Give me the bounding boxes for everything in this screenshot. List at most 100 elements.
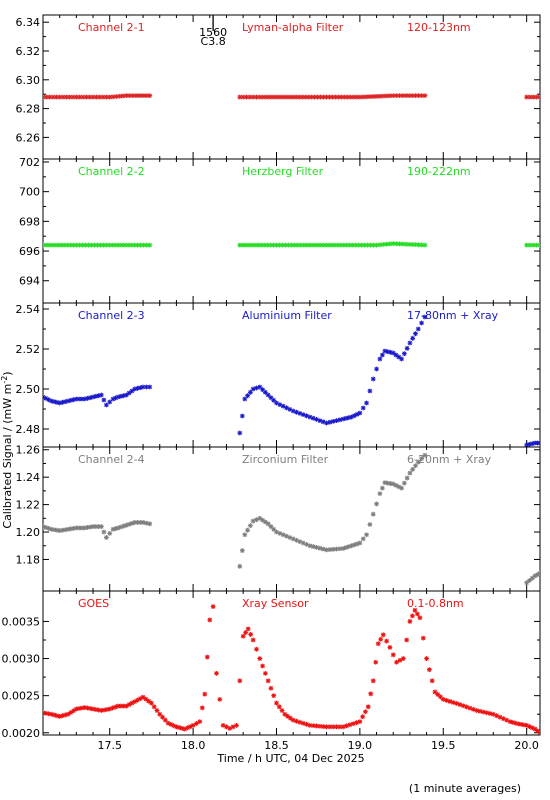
data-point xyxy=(370,511,376,517)
data-point xyxy=(344,723,349,729)
data-point xyxy=(354,720,359,726)
data-point xyxy=(128,242,134,248)
data-point xyxy=(79,396,85,402)
data-point xyxy=(90,94,96,100)
data-point xyxy=(90,524,96,529)
data-point xyxy=(85,705,90,711)
data-point xyxy=(310,415,316,421)
data-point xyxy=(324,724,329,730)
data-point xyxy=(426,667,432,673)
data-point xyxy=(43,242,49,248)
band-label: 120-123nm xyxy=(407,21,471,34)
x-tick-label: 17.5 xyxy=(97,739,122,752)
data-point xyxy=(220,722,226,728)
data-point xyxy=(261,242,267,248)
data-point xyxy=(96,707,101,713)
data-point xyxy=(48,398,54,404)
data-point xyxy=(334,418,339,423)
data-point xyxy=(419,456,424,462)
data-point xyxy=(407,340,413,346)
data-point xyxy=(61,242,67,248)
data-point xyxy=(165,720,171,726)
y-tick-label: 6.26 xyxy=(16,131,41,144)
data-point xyxy=(85,525,90,530)
data-point xyxy=(403,241,409,247)
data-point xyxy=(144,384,149,390)
data-point xyxy=(50,94,56,100)
data-point xyxy=(107,94,113,100)
data-point xyxy=(240,242,246,248)
data-point xyxy=(147,384,153,390)
data-point xyxy=(305,94,311,100)
data-point xyxy=(419,320,424,326)
data-point xyxy=(394,241,399,247)
y-axis-label-exp: -2 xyxy=(0,376,9,384)
data-point xyxy=(354,411,360,417)
y-tick-label: 698 xyxy=(19,215,40,228)
data-point xyxy=(51,527,57,533)
x-tick-label: 18.0 xyxy=(181,739,206,752)
data-point xyxy=(47,94,53,100)
data-point xyxy=(57,528,63,534)
data-point xyxy=(79,705,85,711)
data-point xyxy=(168,721,174,727)
y-tick-label: 1.20 xyxy=(16,526,41,539)
series-points xyxy=(43,241,540,248)
data-point xyxy=(96,524,101,529)
data-point xyxy=(368,691,374,697)
data-point xyxy=(125,242,131,248)
data-point xyxy=(237,242,243,248)
data-point xyxy=(147,521,153,527)
data-point xyxy=(269,94,275,100)
data-point xyxy=(248,632,254,637)
x-axis: 17.5 18.0 18.5 19.0 19.5 20.0 xyxy=(97,739,538,752)
averaging-note: (1 minute averages) xyxy=(409,782,521,795)
data-point xyxy=(237,563,243,569)
data-point xyxy=(347,722,353,728)
data-point xyxy=(530,94,536,100)
data-point xyxy=(527,441,532,447)
data-point xyxy=(403,93,409,99)
data-point xyxy=(237,678,243,684)
data-point xyxy=(101,707,107,713)
data-point xyxy=(141,93,147,99)
data-point xyxy=(149,700,154,706)
data-point xyxy=(370,376,376,382)
data-point xyxy=(63,94,69,100)
data-point xyxy=(240,633,246,639)
data-point xyxy=(143,696,149,702)
data-point xyxy=(103,535,109,540)
data-point xyxy=(297,539,303,545)
data-point xyxy=(351,542,357,548)
data-point xyxy=(518,721,524,727)
data-point xyxy=(52,242,58,248)
data-point xyxy=(140,520,146,525)
data-point xyxy=(401,480,407,486)
data-point xyxy=(278,94,284,100)
data-point xyxy=(65,398,71,404)
data-point xyxy=(388,349,393,355)
data-point xyxy=(422,242,428,248)
data-point xyxy=(73,396,79,402)
data-point xyxy=(243,630,249,635)
data-point xyxy=(101,242,107,248)
data-point xyxy=(87,395,93,401)
data-point xyxy=(93,94,99,100)
data-point xyxy=(524,580,530,586)
channel-label: Channel 2-2 xyxy=(78,165,145,178)
x-tick-label: 20.0 xyxy=(514,739,539,752)
data-point xyxy=(384,638,389,644)
data-point xyxy=(310,723,316,729)
data-point xyxy=(399,356,404,362)
filter-label: Aluminium Filter xyxy=(242,309,332,322)
data-point xyxy=(247,94,253,100)
data-point xyxy=(258,242,264,248)
data-point xyxy=(307,722,313,728)
data-point xyxy=(387,93,393,99)
y-tick-label: 1.22 xyxy=(16,499,41,512)
data-point xyxy=(317,418,323,423)
data-point xyxy=(65,711,71,717)
data-point xyxy=(104,707,110,712)
data-point xyxy=(404,345,410,351)
